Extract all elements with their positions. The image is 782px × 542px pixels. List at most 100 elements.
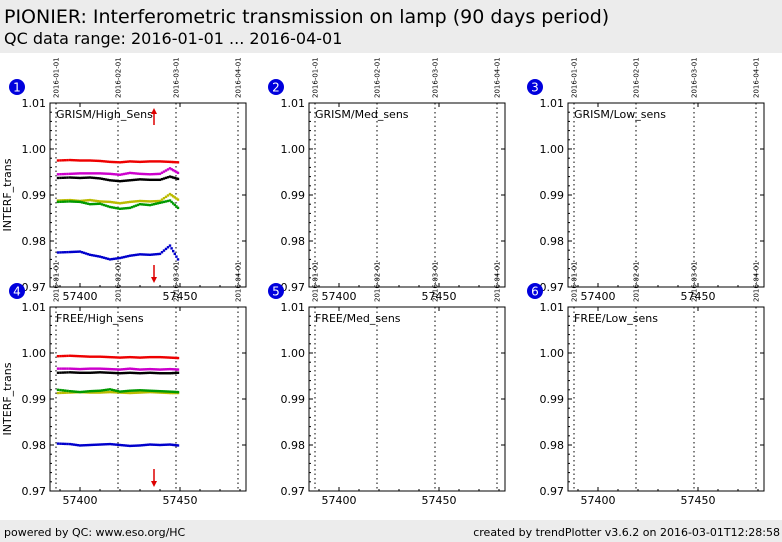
- date-marker-label: 2016-02-01: [633, 261, 641, 302]
- data-point: [92, 367, 96, 370]
- data-point: [122, 367, 126, 371]
- data-point: [74, 443, 78, 447]
- data-point: [78, 176, 82, 180]
- data-point: [66, 198, 69, 202]
- data-point: [76, 159, 80, 162]
- data-point: [173, 390, 176, 394]
- data-point: [59, 159, 62, 162]
- data-point: [114, 371, 118, 375]
- data-point: [84, 443, 88, 447]
- data-point: [70, 443, 74, 446]
- data-point: [140, 391, 144, 394]
- data-point: [142, 160, 146, 163]
- data-point: [56, 176, 60, 180]
- data-point: [118, 372, 122, 375]
- data-point: [150, 389, 154, 393]
- y-tick-label: 0.97: [281, 281, 306, 294]
- data-point: [122, 207, 126, 210]
- data-point: [130, 160, 134, 163]
- date-marker-label: 2016-04-01: [753, 261, 761, 302]
- data-point: [86, 252, 90, 256]
- data-point: [66, 250, 69, 254]
- data-point: [70, 158, 74, 162]
- data-point: [160, 391, 164, 394]
- data-point: [168, 199, 172, 202]
- data-point: [173, 176, 176, 180]
- data-point: [166, 194, 170, 197]
- data-point: [104, 172, 108, 175]
- y-tick-label: 0.98: [540, 235, 565, 248]
- data-point: [68, 389, 72, 393]
- data-point: [104, 443, 108, 446]
- data-point: [138, 368, 142, 371]
- data-point: [98, 389, 102, 392]
- data-point: [110, 257, 114, 261]
- data-point: [86, 199, 90, 202]
- data-point: [90, 443, 94, 447]
- data-point: [132, 178, 136, 182]
- data-point: [158, 443, 162, 447]
- data-point: [100, 200, 104, 203]
- data-point: [164, 160, 168, 163]
- data-point: [122, 391, 126, 394]
- data-point: [136, 356, 140, 359]
- data-point: [146, 443, 150, 446]
- data-point: [68, 200, 72, 203]
- data-point: [144, 368, 148, 371]
- data-point: [156, 443, 160, 447]
- data-point: [124, 201, 128, 204]
- data-point: [152, 200, 156, 203]
- report-header: PIONIER: Interferometric transmission on…: [0, 0, 782, 53]
- data-point: [110, 388, 114, 391]
- data-point: [128, 391, 132, 395]
- data-point: [122, 444, 126, 447]
- y-tick-label: 0.97: [22, 281, 47, 294]
- data-point: [118, 256, 122, 260]
- data-point: [146, 389, 150, 392]
- data-point: [64, 200, 67, 203]
- data-point: [84, 355, 88, 358]
- data-point: [166, 372, 170, 375]
- data-point: [84, 252, 88, 255]
- date-marker-label: 2016-01-01: [571, 261, 579, 302]
- data-point: [94, 159, 98, 162]
- data-point: [148, 390, 152, 394]
- data-point: [66, 158, 69, 162]
- out-of-range-arrow-up: [151, 108, 157, 125]
- data-point: [90, 176, 94, 179]
- data-point: [100, 177, 104, 181]
- data-point: [112, 179, 116, 182]
- data-point: [118, 390, 122, 393]
- x-tick-label: 57400: [322, 290, 357, 303]
- data-point: [98, 172, 102, 175]
- data-point: [142, 203, 146, 206]
- data-point: [102, 367, 106, 371]
- data-point: [98, 371, 102, 374]
- data-point: [158, 199, 162, 203]
- data-point: [78, 444, 82, 447]
- data-point: [138, 172, 142, 176]
- data-point: [92, 391, 96, 394]
- data-point: [154, 202, 158, 205]
- data-point: [176, 177, 180, 181]
- data-point: [124, 371, 128, 375]
- data-point: [98, 202, 102, 205]
- data-point: [92, 443, 96, 447]
- data-point: [114, 201, 118, 204]
- data-point: [172, 176, 175, 179]
- data-point: [80, 444, 84, 447]
- data-point: [70, 367, 74, 370]
- data-series-red: [56, 158, 180, 164]
- data-point: [156, 202, 160, 205]
- data-point: [154, 371, 158, 375]
- data-point: [100, 443, 104, 446]
- data-point: [76, 371, 80, 374]
- data-point: [82, 367, 86, 371]
- data-series-black: [56, 175, 180, 183]
- data-point: [164, 390, 168, 393]
- data-point: [88, 367, 92, 370]
- data-point: [166, 443, 170, 446]
- data-point: [138, 444, 142, 447]
- data-point: [170, 175, 173, 179]
- data-point: [162, 170, 166, 173]
